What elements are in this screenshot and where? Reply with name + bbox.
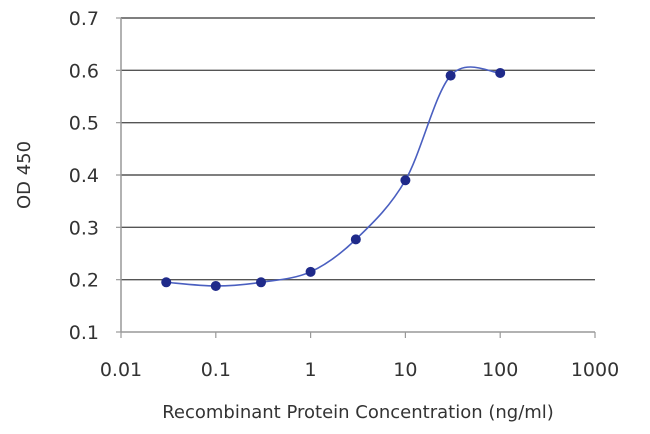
y-tick-label: 0.6 — [69, 60, 99, 82]
series-line — [166, 66, 501, 287]
x-tick-labels: 0.01 0.1 1 10 100 1000 — [100, 359, 619, 381]
x-tick-label: 1000 — [571, 359, 619, 381]
data-point — [400, 175, 411, 186]
y-tick-label: 0.2 — [69, 270, 99, 292]
y-tick-label: 0.5 — [69, 113, 99, 135]
data-point — [161, 277, 172, 288]
data-point — [495, 67, 506, 78]
x-tick-label: 0.1 — [201, 359, 231, 381]
y-tick-label: 0.7 — [69, 8, 99, 30]
y-tick-label: 0.4 — [69, 165, 99, 187]
x-axis-title: Recombinant Protein Concentration (ng/ml… — [162, 402, 554, 423]
x-tick-label: 1 — [305, 359, 317, 381]
y-axis-title: OD 450 — [14, 141, 35, 209]
data-point — [445, 70, 456, 81]
gridlines — [116, 17, 596, 338]
x-tick-label: 100 — [482, 359, 518, 381]
data-point — [350, 234, 361, 245]
y-tick-label: 0.3 — [69, 217, 99, 239]
x-tick-label: 0.01 — [100, 359, 142, 381]
data-point — [256, 277, 267, 288]
y-tick-label: 0.1 — [69, 322, 99, 344]
y-tick-labels: 0.1 0.2 0.3 0.4 0.5 0.6 0.7 — [69, 8, 99, 344]
x-tick-label: 10 — [393, 359, 417, 381]
data-point — [210, 280, 221, 291]
data-points — [161, 67, 506, 291]
data-point — [305, 266, 316, 277]
